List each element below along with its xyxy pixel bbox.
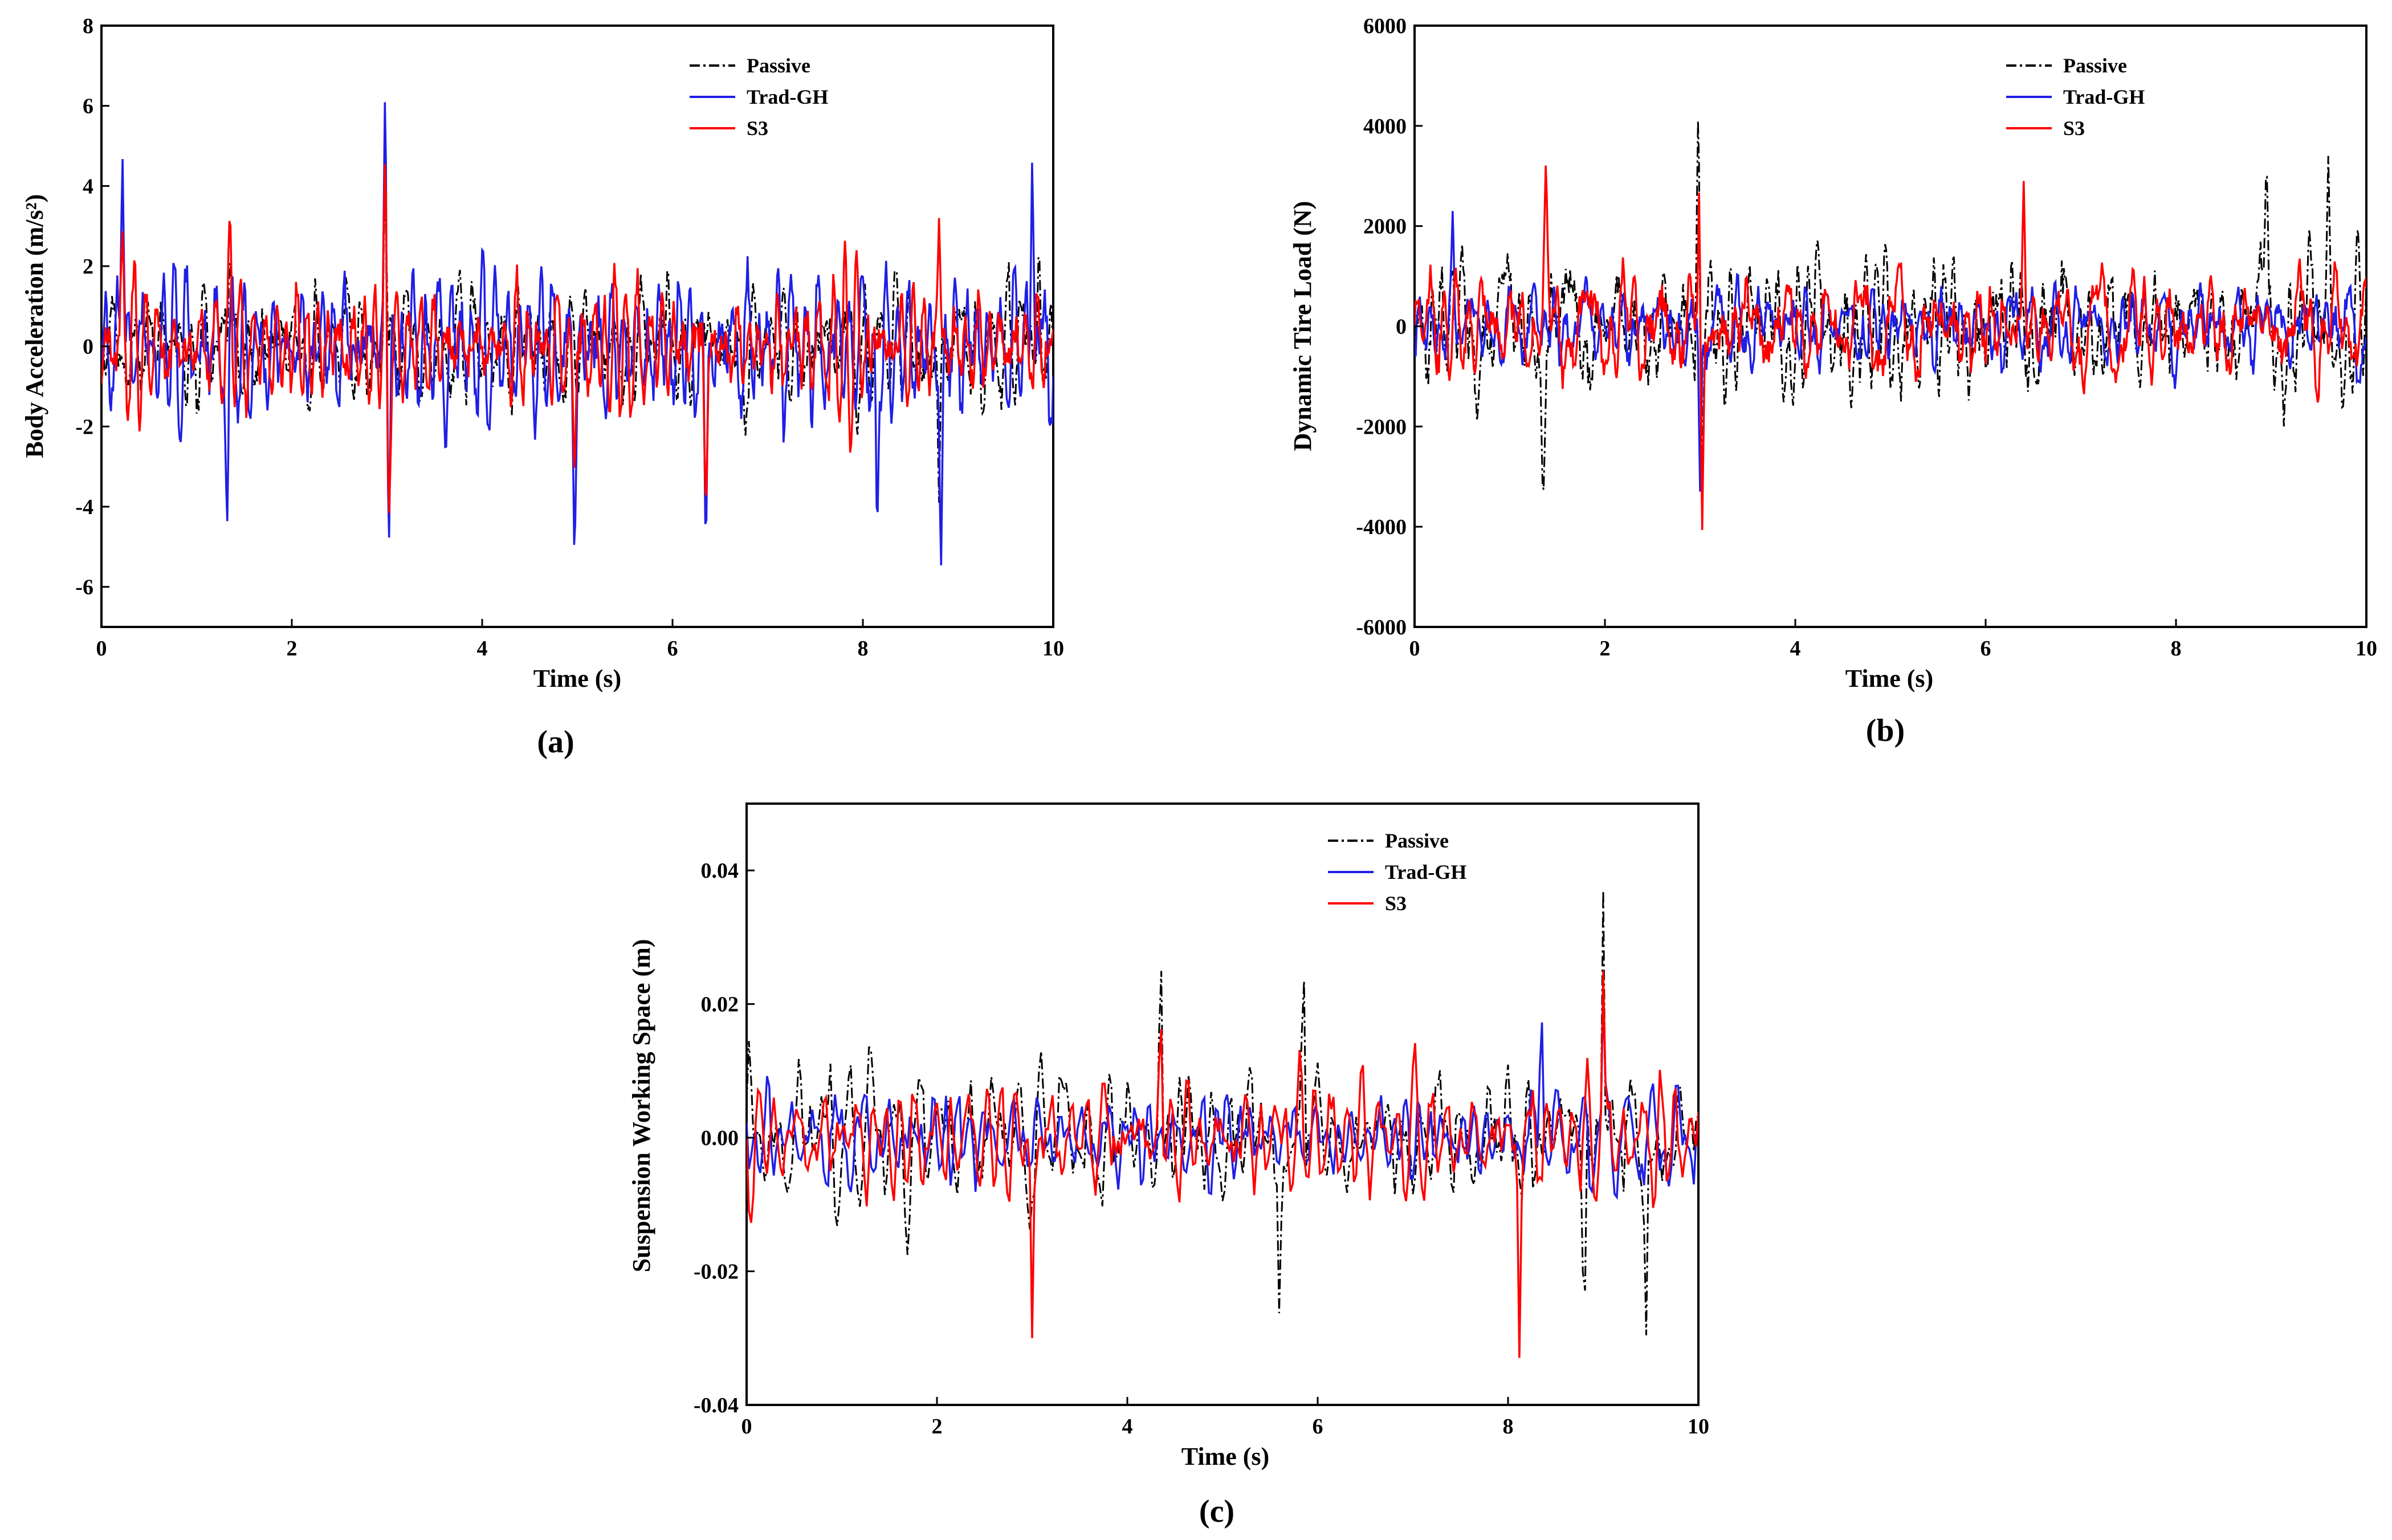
panel-label-b: (b) xyxy=(1866,713,1905,748)
panel-b: 0 2 4 6 8 10 -6000 -4000 -2000 0 2000 4000 6000 Time… xyxy=(1289,14,2377,748)
legend-label-c-0: Passive xyxy=(1385,829,1449,852)
xtick-label-b-0: 0 xyxy=(1409,637,1420,661)
legend-label-a-2: S3 xyxy=(747,117,768,140)
xtick-label-c-1: 2 xyxy=(932,1415,943,1439)
panel-label-a: (a) xyxy=(537,724,574,760)
plot-frame-a xyxy=(100,25,1054,628)
xtick-label-c-3: 6 xyxy=(1313,1415,1323,1439)
ytick-label-a-7: 8 xyxy=(83,14,93,38)
xtick-label-a-0: 0 xyxy=(96,637,107,661)
series-line-c-passive xyxy=(747,890,1698,1335)
ytick-label-b-1: -4000 xyxy=(1356,515,1407,539)
ytick-label-c-0: -0.04 xyxy=(694,1394,739,1417)
series-line-c-s3 xyxy=(747,971,1698,1358)
ytick-label-b-6: 6000 xyxy=(1363,14,1407,38)
xtick-label-a-1: 2 xyxy=(287,637,298,661)
series-line-b-passive xyxy=(1415,120,2366,490)
xtick-label-a-2: 4 xyxy=(477,637,488,661)
xtick-label-b-4: 8 xyxy=(2171,637,2182,661)
ytick-label-a-0: -6 xyxy=(75,576,93,600)
xtick-label-c-0: 0 xyxy=(741,1415,752,1439)
legend-label-c-2: S3 xyxy=(1385,892,1407,915)
xtick-label-a-4: 8 xyxy=(858,637,869,661)
ytick-label-b-0: -6000 xyxy=(1356,616,1407,639)
xtick-label-b-2: 4 xyxy=(1790,637,1801,661)
xtick-label-b-3: 6 xyxy=(1981,637,1991,661)
xtick-label-c-4: 8 xyxy=(1503,1415,1514,1439)
ytick-label-a-3: 0 xyxy=(83,335,93,359)
ylabel-a: Body Acceleration (m/s²) xyxy=(21,194,48,458)
legend-label-c-1: Trad-GH xyxy=(1385,861,1466,883)
ytick-label-c-4: 0.04 xyxy=(701,859,739,883)
legend-label-b-0: Passive xyxy=(2063,54,2127,77)
series-line-b-s3 xyxy=(1415,165,2366,530)
ytick-label-b-5: 4000 xyxy=(1363,115,1407,138)
ytick-label-b-4: 2000 xyxy=(1363,215,1407,239)
panel-c: 0 2 4 6 8 10 -0.04 -0.02 0.00 0.02 0.04 Time (s) S… xyxy=(627,802,1709,1529)
panel-a: 0 2 4 6 8 10 -6 -4 -2 0 2 4 6 8 Time (s) Body Acceler… xyxy=(21,14,1064,760)
xlabel-c: Time (s) xyxy=(1181,1443,1269,1470)
legend-label-b-2: S3 xyxy=(2063,117,2085,140)
xtick-label-c-5: 10 xyxy=(1688,1415,1709,1439)
ytick-label-c-3: 0.02 xyxy=(701,993,739,1017)
ytick-label-a-2: -2 xyxy=(75,415,93,439)
series-line-b-trad-gh xyxy=(1415,211,2366,492)
ytick-label-b-2: -2000 xyxy=(1356,415,1407,439)
xtick-label-a-3: 6 xyxy=(667,637,678,661)
xtick-label-c-2: 4 xyxy=(1122,1415,1133,1439)
ytick-label-b-3: 0 xyxy=(1396,315,1407,339)
xlabel-a: Time (s) xyxy=(533,665,621,692)
legend-label-a-0: Passive xyxy=(747,54,810,77)
series-line-a-s3 xyxy=(101,164,1053,514)
ytick-label-a-6: 6 xyxy=(83,95,93,119)
xtick-label-b-1: 2 xyxy=(1600,637,1611,661)
legend-label-b-1: Trad-GH xyxy=(2063,85,2145,108)
series-line-c-trad-gh xyxy=(747,991,1698,1200)
ytick-label-a-1: -4 xyxy=(75,495,93,519)
xlabel-b: Time (s) xyxy=(1845,665,1933,692)
xtick-label-b-5: 10 xyxy=(2356,637,2377,661)
ytick-label-c-2: 0.00 xyxy=(701,1126,739,1150)
plot-frame-c xyxy=(745,802,1700,1406)
ylabel-c: Suspension Working Space (m) xyxy=(627,939,655,1273)
ytick-label-a-5: 4 xyxy=(83,174,93,198)
ytick-label-c-1: -0.02 xyxy=(694,1260,739,1284)
ylabel-b: Dynamic Tire Load (N) xyxy=(1289,201,1317,451)
xtick-label-a-5: 10 xyxy=(1042,637,1064,661)
panel-label-c: (c) xyxy=(1199,1494,1234,1529)
legend-label-a-1: Trad-GH xyxy=(747,85,828,108)
ytick-label-a-4: 2 xyxy=(83,255,93,279)
